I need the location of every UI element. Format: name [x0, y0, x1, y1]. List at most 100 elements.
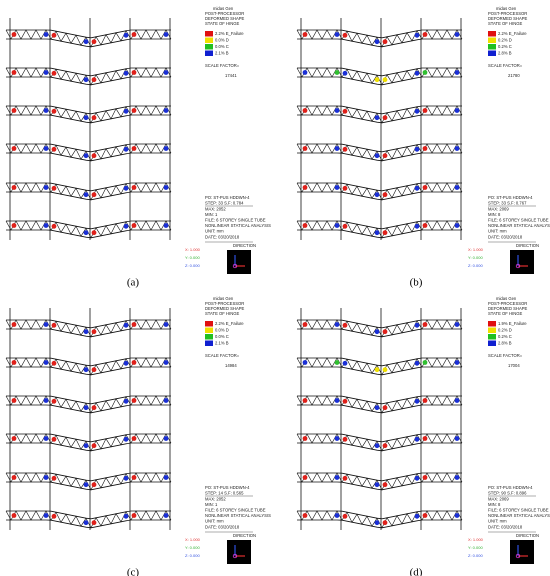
- top-chord: [297, 319, 462, 329]
- header-line: STATE OF HINGE: [205, 21, 239, 26]
- hinge: [43, 108, 49, 113]
- info-line: MAX: 2052: [205, 206, 226, 211]
- hinge: [131, 223, 137, 228]
- hinge: [123, 513, 129, 519]
- direction-value: Z: 0.000: [185, 553, 200, 558]
- header-line: midas Gen: [213, 6, 234, 11]
- bottom-chord: [297, 114, 462, 124]
- diagonals: [296, 143, 463, 162]
- bottom-chord: [6, 519, 171, 529]
- hinge: [374, 482, 380, 488]
- hinge: [83, 482, 89, 488]
- direction-value: Y: 0.000: [185, 255, 200, 260]
- diagonals: [5, 357, 172, 376]
- hinge: [131, 32, 137, 37]
- axis-origin: [232, 263, 238, 269]
- info-line: DATE: 03/20/2018: [205, 524, 240, 529]
- hinge: [454, 398, 460, 403]
- hinge: [83, 153, 89, 159]
- legend-swatch: [488, 37, 496, 43]
- info-line: FILE: 6 STOREY SINGLE TUBE: [205, 218, 266, 223]
- diagonals: [5, 105, 172, 124]
- hinge: [51, 475, 57, 481]
- hinge: [342, 108, 348, 114]
- info-line: MIN: 1: [205, 212, 218, 217]
- hinge: [43, 70, 49, 75]
- hinge: [454, 32, 460, 37]
- hinge: [382, 482, 388, 488]
- bottom-chord: [6, 152, 171, 162]
- hinge: [374, 153, 380, 159]
- legend-swatch: [205, 50, 213, 56]
- hinge: [302, 513, 308, 518]
- info-line: NONLINEAR STATICAL ANALYSIS: [488, 223, 550, 228]
- direction-value: Y: 0.000: [468, 545, 483, 550]
- diagonals: [5, 472, 172, 491]
- legend-label: 2.8% B: [498, 51, 512, 56]
- hinge: [454, 475, 460, 480]
- structure: [5, 308, 172, 530]
- scale-value: 21780: [508, 73, 520, 78]
- scale-label: SCALE FACTOR=: [205, 353, 240, 358]
- top-chord: [297, 472, 462, 482]
- hinge: [123, 70, 129, 76]
- info-line: UNIT: mm: [488, 229, 507, 234]
- hinge: [414, 436, 420, 442]
- bottom-chord: [6, 38, 171, 48]
- hinge: [342, 513, 348, 519]
- diagonals: [5, 319, 172, 338]
- structure: [296, 308, 463, 530]
- hinge: [83, 367, 89, 373]
- bottom-chord: [297, 404, 462, 414]
- hinge: [302, 70, 308, 75]
- hinge: [382, 192, 388, 198]
- diagonals: [296, 182, 463, 201]
- legend-swatch: [488, 334, 496, 340]
- hinge: [51, 513, 57, 519]
- diagonals: [296, 319, 463, 338]
- top-chord: [297, 395, 462, 405]
- hinge: [163, 322, 169, 327]
- header-line: midas Gen: [496, 6, 517, 11]
- legend-label: 0.0% C: [215, 44, 229, 49]
- hinge: [414, 475, 420, 481]
- legend-swatch: [488, 31, 496, 37]
- hinge: [334, 436, 340, 441]
- hinge: [374, 230, 380, 236]
- hinge: [382, 77, 388, 83]
- info-line: NONLINEAR STATICAL ANALYSIS: [205, 513, 271, 518]
- header-line: STATE OF HINGE: [488, 311, 522, 316]
- hinge: [163, 436, 169, 441]
- legend-swatch: [488, 327, 496, 333]
- top-chord: [6, 510, 171, 520]
- top-chord: [297, 510, 462, 520]
- legend-label: 2.2% E_Failure: [498, 31, 527, 36]
- diagonals: [296, 220, 463, 239]
- hinge: [123, 436, 129, 442]
- header-line: DEFORMED SHAPE: [205, 16, 245, 21]
- hinge: [131, 146, 137, 151]
- hinge: [302, 322, 308, 327]
- info-line: MAX: 2052: [205, 496, 226, 501]
- info-line: MIN: 8: [488, 502, 501, 507]
- hinge: [374, 443, 380, 449]
- top-chord: [297, 29, 462, 39]
- legend-swatch: [205, 334, 213, 340]
- diagonals: [296, 105, 463, 124]
- header-line: STATE OF HINGE: [205, 311, 239, 316]
- diagonals: [5, 433, 172, 452]
- hinge: [43, 146, 49, 151]
- hinge: [51, 185, 57, 191]
- hinge: [342, 32, 348, 38]
- top-chord: [6, 433, 171, 443]
- direction-value: X: 1.000: [468, 247, 484, 252]
- hinge: [91, 329, 97, 335]
- hinge: [83, 192, 89, 198]
- hinge: [374, 329, 380, 335]
- legend-swatch: [488, 340, 496, 346]
- hinge: [414, 32, 420, 38]
- hinge: [123, 185, 129, 191]
- direction-value: Z: 0.000: [468, 553, 483, 558]
- bottom-chord: [6, 366, 171, 376]
- panel-caption: (a): [127, 277, 140, 289]
